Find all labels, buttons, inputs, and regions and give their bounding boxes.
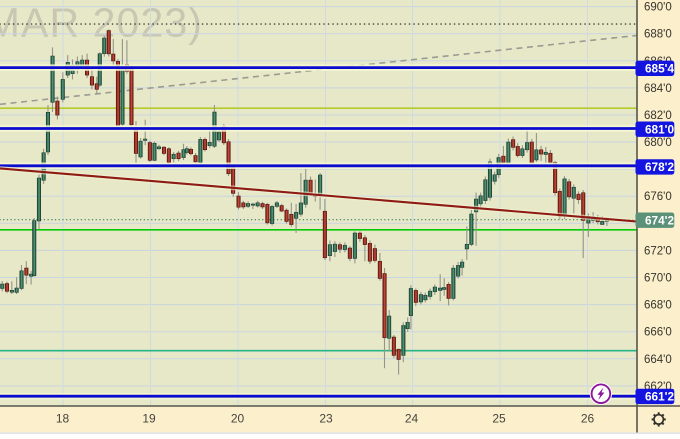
svg-text:682'0: 682'0 xyxy=(644,110,672,122)
svg-text:666'0: 666'0 xyxy=(644,327,672,339)
svg-text:23: 23 xyxy=(319,411,333,425)
svg-text:678'2: 678'2 xyxy=(645,160,674,174)
svg-text:24: 24 xyxy=(405,411,419,425)
svg-text:18: 18 xyxy=(56,411,70,425)
svg-text:681'0: 681'0 xyxy=(645,123,674,137)
svg-text:20: 20 xyxy=(231,411,245,425)
svg-text:(MAR 2023): (MAR 2023) xyxy=(0,0,203,46)
svg-text:684'0: 684'0 xyxy=(644,83,672,95)
svg-text:685'4: 685'4 xyxy=(645,62,674,76)
svg-text:688'0: 688'0 xyxy=(644,29,672,41)
svg-text:26: 26 xyxy=(581,411,595,425)
svg-text:690'0: 690'0 xyxy=(644,2,672,14)
svg-text:25: 25 xyxy=(492,411,506,425)
svg-text:680'0: 680'0 xyxy=(644,137,672,149)
svg-text:668'0: 668'0 xyxy=(644,300,672,312)
svg-text:672'0: 672'0 xyxy=(644,245,672,257)
svg-text:674'2: 674'2 xyxy=(645,214,674,228)
svg-text:19: 19 xyxy=(142,411,156,425)
svg-text:676'0: 676'0 xyxy=(644,191,672,203)
svg-text:661'2: 661'2 xyxy=(645,390,674,404)
svg-text:670'0: 670'0 xyxy=(644,273,672,285)
svg-text:664'0: 664'0 xyxy=(644,354,672,366)
